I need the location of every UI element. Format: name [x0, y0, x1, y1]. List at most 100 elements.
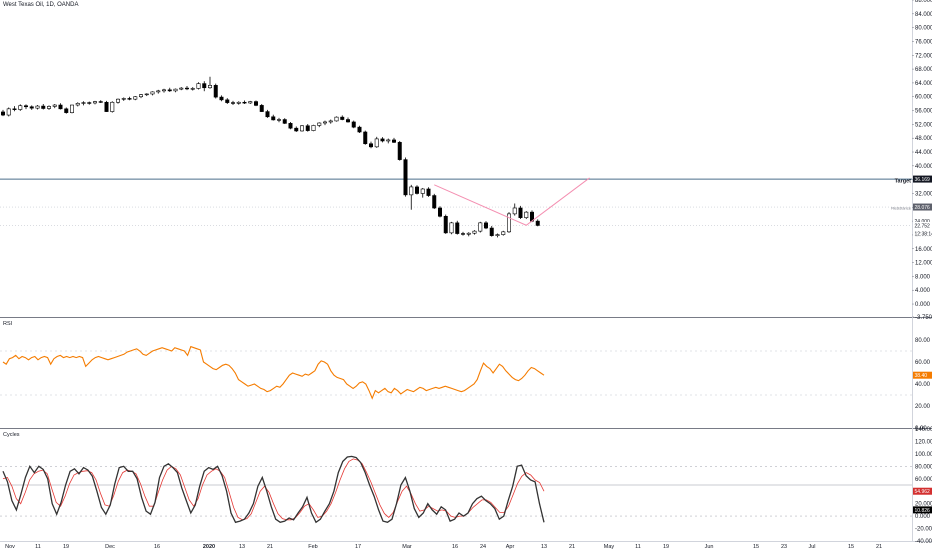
candle[interactable]	[495, 234, 500, 236]
candle[interactable]	[23, 105, 28, 108]
candle[interactable]	[311, 125, 316, 131]
candle[interactable]	[288, 123, 293, 129]
rsi-line[interactable]	[2, 345, 545, 400]
candle[interactable]	[46, 106, 51, 109]
candle[interactable]	[420, 188, 425, 194]
candle[interactable]	[501, 231, 506, 235]
candle[interactable]	[403, 159, 408, 196]
candle[interactable]	[524, 211, 529, 218]
candle[interactable]	[478, 222, 483, 232]
candle[interactable]	[213, 85, 218, 98]
candle[interactable]	[87, 102, 92, 104]
candle[interactable]	[351, 121, 356, 128]
candle[interactable]	[357, 126, 362, 133]
candle[interactable]	[328, 120, 333, 123]
candle[interactable]	[380, 138, 385, 142]
candle[interactable]	[414, 186, 419, 194]
candle[interactable]	[219, 96, 224, 101]
candle[interactable]	[116, 98, 121, 103]
candle[interactable]	[127, 98, 132, 100]
candle[interactable]	[512, 207, 517, 215]
candle[interactable]	[248, 101, 253, 104]
candle[interactable]	[455, 222, 460, 234]
candle[interactable]	[236, 101, 241, 104]
price-axis[interactable]: 88.000 84.000 80.000 76.000 72.000 68.000 64.0…	[912, 0, 932, 545]
candle[interactable]	[18, 105, 23, 110]
candle[interactable]	[110, 101, 115, 112]
price-pane[interactable]: Target Resistance	[0, 76, 912, 238]
candle[interactable]	[41, 105, 46, 109]
candle[interactable]	[35, 105, 40, 109]
candle[interactable]	[345, 119, 350, 123]
candle[interactable]	[75, 103, 80, 106]
candle[interactable]	[409, 186, 414, 196]
candle[interactable]	[466, 232, 471, 235]
candle[interactable]	[81, 102, 86, 104]
candle[interactable]	[322, 121, 327, 124]
candle[interactable]	[242, 101, 247, 104]
candle[interactable]	[52, 104, 57, 107]
candle[interactable]	[506, 213, 511, 233]
candle[interactable]	[368, 143, 373, 148]
candle[interactable]	[271, 116, 276, 121]
candle[interactable]	[0, 111, 6, 116]
candle[interactable]	[483, 222, 488, 229]
candle[interactable]	[472, 230, 477, 234]
candle[interactable]	[98, 101, 103, 103]
projection-line[interactable]	[434, 177, 590, 226]
candle[interactable]	[202, 83, 207, 89]
candle[interactable]	[426, 188, 431, 196]
candle[interactable]	[167, 89, 172, 92]
cycles-main-line[interactable]	[2, 455, 545, 524]
candle[interactable]	[518, 207, 523, 218]
candle[interactable]	[150, 91, 155, 95]
candle[interactable]	[70, 104, 75, 113]
candle[interactable]	[282, 119, 287, 124]
candle[interactable]	[276, 119, 281, 121]
candle[interactable]	[93, 101, 98, 104]
candle[interactable]	[299, 125, 304, 132]
candle[interactable]	[12, 108, 17, 110]
candle[interactable]	[535, 220, 540, 226]
candle[interactable]	[225, 99, 230, 103]
candle[interactable]	[179, 87, 184, 90]
candle[interactable]	[386, 139, 391, 142]
candle[interactable]	[6, 108, 11, 116]
candle[interactable]	[305, 125, 310, 131]
candle[interactable]	[259, 105, 264, 112]
candle[interactable]	[397, 142, 402, 160]
cycles-signal-line[interactable]	[2, 458, 545, 521]
candle[interactable]	[196, 83, 201, 89]
candle[interactable]	[443, 215, 448, 234]
candle[interactable]	[340, 116, 345, 120]
candle[interactable]	[334, 116, 339, 122]
candle[interactable]	[144, 93, 149, 96]
candle[interactable]	[437, 207, 442, 217]
candle[interactable]	[294, 127, 299, 132]
candle[interactable]	[374, 138, 379, 148]
time-axis[interactable]: Nov 11 19 Dec 16 2020 13 21 Feb 17 Mar 16 24 Apr 13 21 M…	[5, 544, 882, 550]
candle[interactable]	[391, 139, 396, 143]
candle[interactable]	[231, 102, 236, 104]
candle[interactable]	[29, 106, 34, 109]
rsi-pane[interactable]	[0, 345, 912, 400]
candle[interactable]	[133, 96, 138, 100]
candle[interactable]	[104, 101, 109, 112]
cycles-pane[interactable]	[0, 455, 912, 524]
candle[interactable]	[173, 88, 178, 92]
candle[interactable]	[432, 195, 437, 209]
candle[interactable]	[185, 87, 190, 90]
candle[interactable]	[156, 90, 161, 93]
candle[interactable]	[254, 101, 259, 106]
candle[interactable]	[265, 111, 270, 118]
candle[interactable]	[139, 94, 144, 98]
candle[interactable]	[208, 85, 213, 89]
candle[interactable]	[64, 108, 69, 113]
candle[interactable]	[489, 227, 494, 236]
candle[interactable]	[363, 131, 368, 145]
candle[interactable]	[162, 89, 167, 92]
candle[interactable]	[317, 122, 322, 126]
candle[interactable]	[449, 222, 454, 234]
candle[interactable]	[121, 98, 126, 100]
